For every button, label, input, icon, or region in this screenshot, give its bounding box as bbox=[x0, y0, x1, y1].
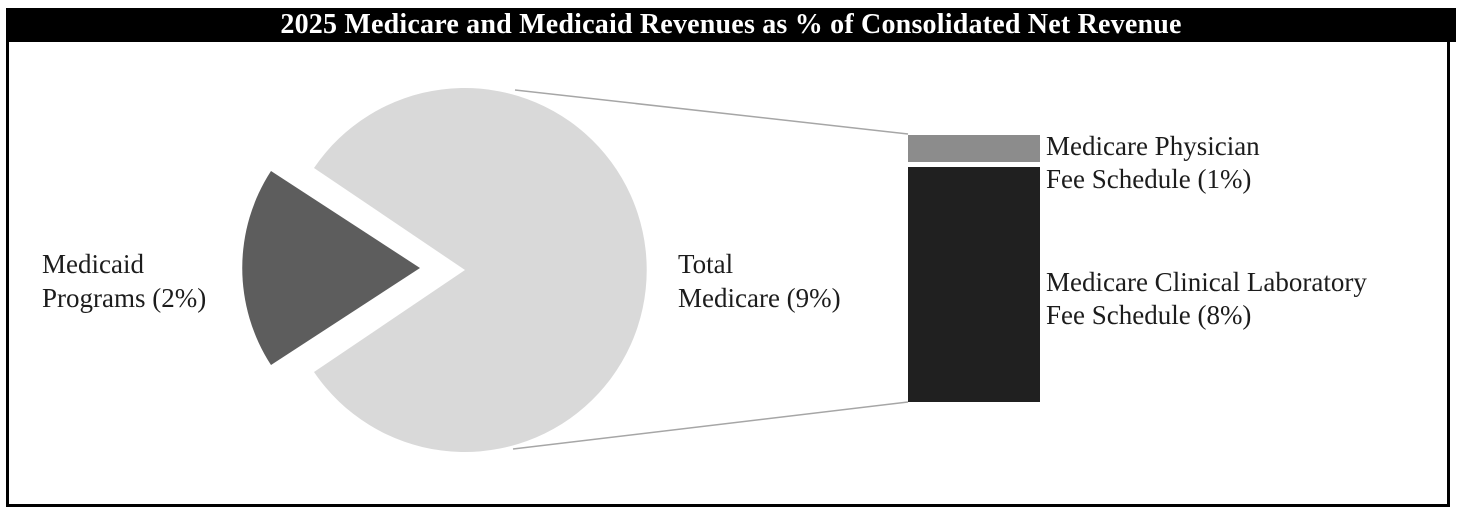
total-medicare-pie-slice bbox=[314, 87, 647, 452]
total-medicare-label-line1: Total bbox=[678, 249, 734, 279]
medicaid-wedge-slice bbox=[242, 171, 420, 365]
clinical-lab-fee-schedule-label-line1: Medicare Clinical Laboratory bbox=[1046, 267, 1367, 297]
total-medicare-label-line2: Medicare (9%) bbox=[678, 283, 841, 313]
leader-line-top bbox=[514, 89, 909, 135]
medicaid-programs-label-line2: Programs (2%) bbox=[42, 283, 207, 313]
physician-fee-schedule-label-line1: Medicare Physician bbox=[1046, 131, 1260, 161]
leader-line-bottom bbox=[512, 401, 909, 450]
chart-title: 2025 Medicare and Medicaid Revenues as %… bbox=[280, 9, 1182, 40]
physician-fee-schedule-label-line2: Fee Schedule (1%) bbox=[1046, 164, 1252, 194]
physician-fee-schedule-label: Medicare Physician Fee Schedule (1%) bbox=[1046, 130, 1260, 196]
clinical-lab-fee-schedule-label: Medicare Clinical Laboratory Fee Schedul… bbox=[1046, 266, 1367, 332]
clinical-lab-bar-segment bbox=[908, 167, 1040, 402]
clinical-lab-fee-schedule-label-line2: Fee Schedule (8%) bbox=[1046, 300, 1252, 330]
physician-bar-segment bbox=[908, 135, 1040, 162]
medicaid-programs-label: Medicaid Programs (2%) bbox=[42, 247, 206, 315]
title-bar: 2025 Medicare and Medicaid Revenues as %… bbox=[6, 8, 1456, 42]
total-medicare-label: Total Medicare (9%) bbox=[678, 247, 841, 315]
medicaid-programs-label-line1: Medicaid bbox=[42, 249, 144, 279]
